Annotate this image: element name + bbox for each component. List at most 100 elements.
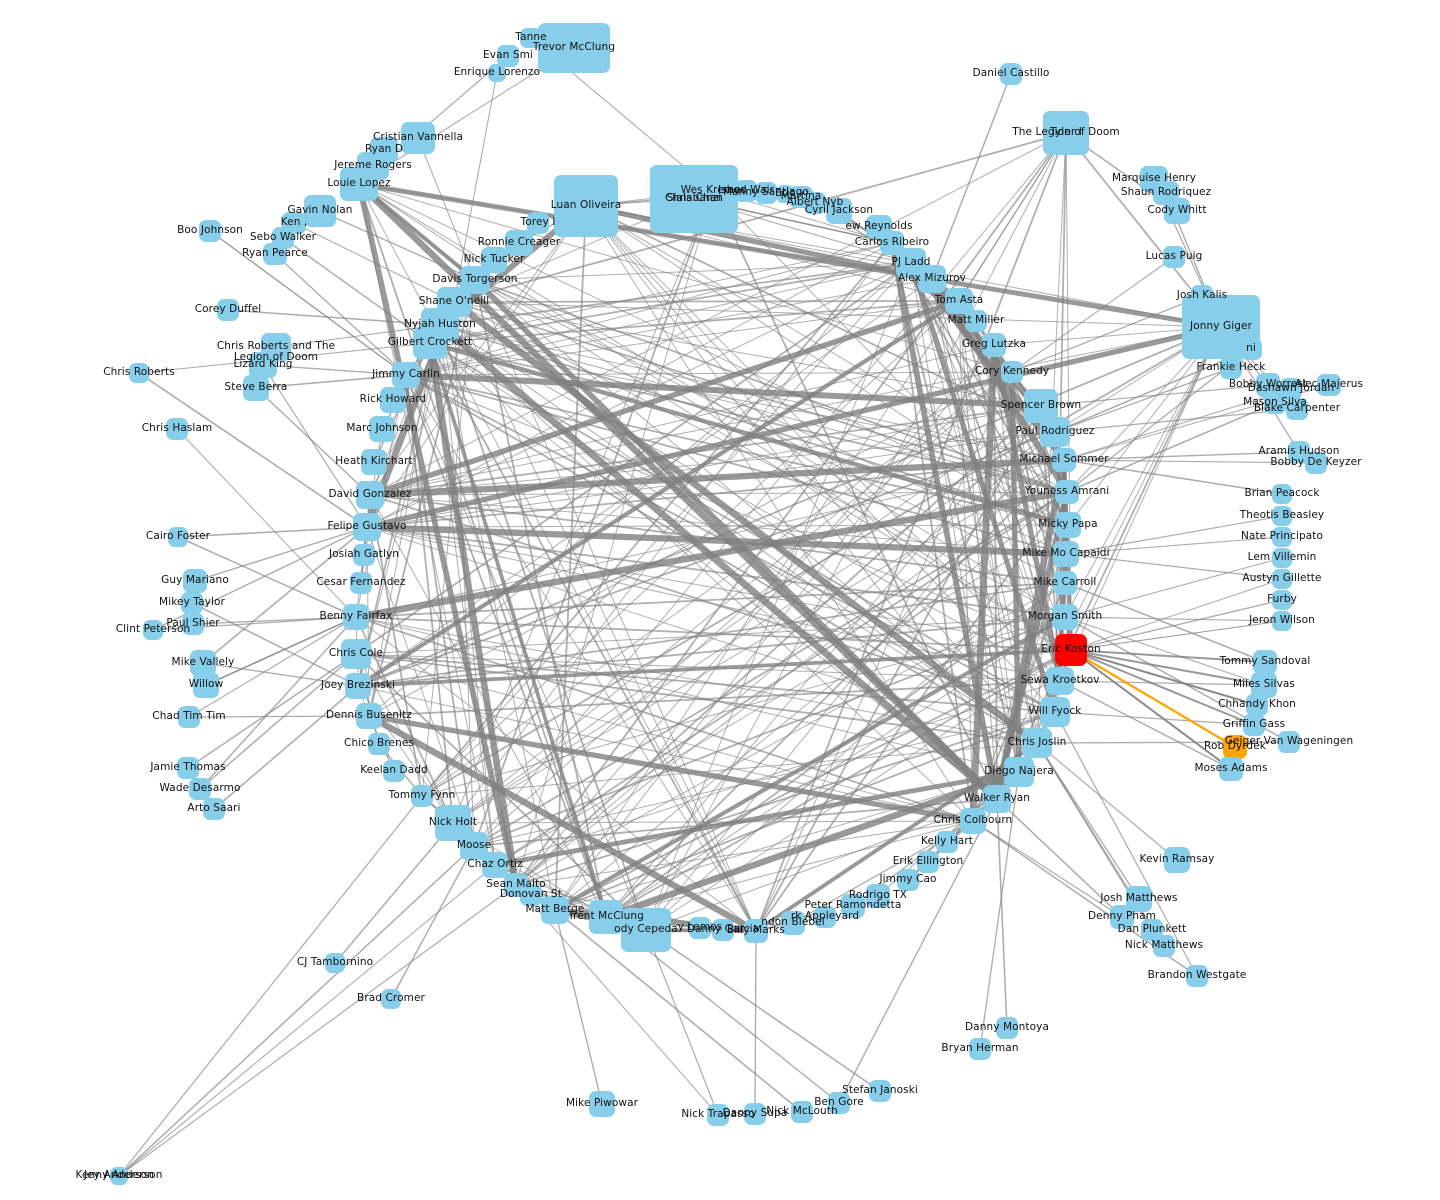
graph-node[interactable] [383,760,405,782]
graph-node[interactable] [826,198,852,224]
graph-node[interactable] [804,192,826,214]
graph-node[interactable] [744,1103,766,1125]
graph-node[interactable] [1110,905,1134,929]
graph-node[interactable] [1052,604,1078,630]
graph-node[interactable] [1246,694,1268,716]
graph-node[interactable] [1043,111,1089,155]
graph-node[interactable] [781,911,805,935]
graph-node[interactable] [1219,757,1243,781]
graph-node[interactable] [589,1091,615,1117]
graph-node[interactable] [700,178,726,204]
graph-node[interactable] [996,1017,1018,1039]
graph-node[interactable] [350,572,372,594]
graph-node[interactable] [538,23,610,73]
graph-node[interactable] [1317,374,1341,396]
graph-node[interactable] [1272,548,1292,568]
graph-node[interactable] [401,122,435,154]
graph-node[interactable] [1040,417,1070,447]
graph-node[interactable] [304,195,336,227]
graph-node[interactable] [1253,650,1277,674]
graph-node[interactable] [1272,569,1292,589]
graph-node[interactable] [1220,357,1242,379]
graph-node[interactable] [1153,935,1175,957]
graph-node[interactable] [814,906,836,928]
graph-node[interactable] [177,757,199,779]
graph-node[interactable] [1305,452,1327,474]
graph-node[interactable] [411,785,433,807]
graph-node[interactable] [1164,198,1190,224]
graph-node[interactable] [1164,847,1190,873]
graph-node[interactable] [356,481,384,509]
graph-node[interactable] [1163,246,1185,268]
graph-node[interactable] [353,513,381,541]
graph-node[interactable] [866,884,890,908]
graph-node[interactable] [1243,714,1265,736]
graph-node[interactable] [345,673,371,699]
graph-node[interactable] [1278,731,1300,753]
graph-node[interactable] [1046,667,1074,695]
graph-node[interactable] [392,362,420,388]
graph-node[interactable] [969,1038,991,1060]
graph-node[interactable] [178,706,200,728]
graph-node[interactable] [368,733,390,755]
graph-node[interactable] [945,288,973,314]
graph-node[interactable] [249,352,277,378]
graph-node[interactable] [1186,965,1208,987]
graph-node[interactable] [1004,757,1034,787]
graph-node[interactable] [190,650,216,676]
graph-node[interactable] [189,778,211,800]
graph-node[interactable] [1272,611,1292,631]
graph-node[interactable] [1272,506,1292,526]
graph-node[interactable] [369,416,395,442]
graph-node[interactable] [482,852,508,878]
graph-node[interactable] [413,327,447,359]
graph-node[interactable] [1251,672,1277,698]
graph-node[interactable] [897,869,919,891]
graph-node[interactable] [869,1080,891,1102]
graph-node[interactable] [263,243,287,265]
graph-node[interactable] [505,230,533,256]
graph-node[interactable] [689,917,711,939]
graph-node[interactable] [1053,541,1079,567]
graph-node[interactable] [1055,512,1081,538]
graph-node[interactable] [353,544,375,566]
graph-node[interactable] [1022,728,1052,758]
graph-node[interactable] [791,1101,813,1123]
graph-node[interactable] [199,220,221,242]
graph-node[interactable] [1272,590,1292,610]
graph-node[interactable] [1280,378,1302,400]
graph-node[interactable] [497,45,519,67]
graph-node[interactable] [1053,571,1077,595]
graph-node[interactable] [744,919,768,943]
graph-node[interactable] [193,672,219,698]
graph-node[interactable] [982,333,1006,357]
graph-node[interactable] [129,363,149,383]
graph-node[interactable] [917,851,939,873]
graph-node[interactable] [1286,398,1308,420]
graph-node[interactable] [527,212,549,234]
graph-node[interactable] [1288,441,1310,463]
graph-node[interactable] [181,592,203,614]
graph-node[interactable] [541,896,569,924]
graph-node[interactable] [520,884,542,906]
graph-node[interactable] [168,527,188,547]
graph-node[interactable] [1264,392,1286,414]
graph-node[interactable] [143,620,163,640]
graph-node[interactable] [341,639,371,669]
graph-node[interactable] [621,908,671,952]
graph-node[interactable] [340,167,378,201]
graph-node[interactable] [361,449,387,475]
graph-node[interactable] [965,310,987,332]
graph-node[interactable] [712,919,734,941]
graph-node-selected[interactable] [1055,634,1087,666]
graph-node-target[interactable] [1223,735,1247,759]
graph-node[interactable] [1272,484,1292,504]
graph-node[interactable] [983,785,1011,813]
graph-node[interactable] [918,265,946,293]
graph-node[interactable] [828,1092,850,1114]
graph-node[interactable] [110,1167,128,1185]
graph-node[interactable] [488,64,506,82]
graph-node[interactable] [243,375,269,401]
graph-node[interactable] [356,703,382,729]
